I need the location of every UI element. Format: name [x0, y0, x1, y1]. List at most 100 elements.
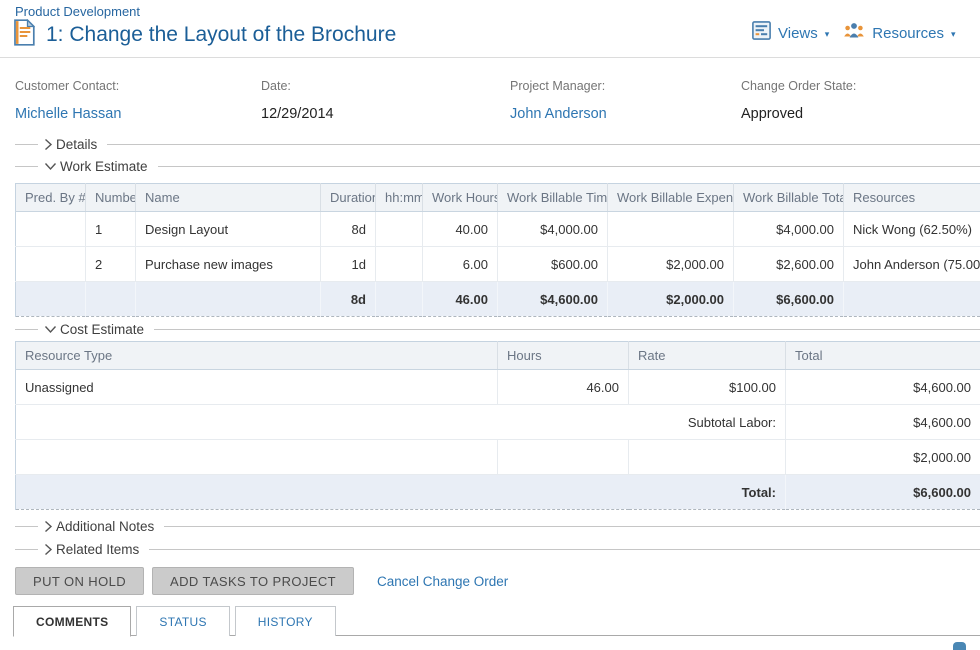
cell-empty — [844, 282, 980, 317]
views-label: Views — [778, 25, 818, 42]
total-work-hours: 46.00 — [423, 282, 498, 317]
cell-rate: $100.00 — [629, 370, 786, 405]
total-billable-time: $4,600.00 — [498, 282, 608, 317]
chevron-right-icon — [44, 520, 53, 533]
cost-total-label: Total: — [16, 475, 786, 510]
project-manager-label: Project Manager: — [510, 79, 607, 93]
col-total: Total — [786, 342, 980, 370]
tab-bar: COMMENTS STATUS HISTORY — [13, 606, 341, 637]
resources-people-icon — [843, 21, 865, 45]
views-dropdown[interactable]: Views ▾ — [752, 21, 829, 45]
cell-hours: 46.00 — [498, 370, 629, 405]
work-table-totals-row: 8d 46.00 $4,600.00 $2,000.00 $6,600.00 — [16, 282, 980, 317]
cell-billable-time: $600.00 — [498, 247, 608, 282]
cell-billable-time: $4,000.00 — [498, 212, 608, 247]
cell-empty — [376, 282, 423, 317]
cost-table-expense-row: $2,000.00 — [16, 440, 980, 475]
tab-comments[interactable]: COMMENTS — [13, 606, 131, 637]
cell-duration: 8d — [321, 212, 376, 247]
put-on-hold-button[interactable]: PUT ON HOLD — [15, 567, 144, 595]
work-table-row[interactable]: 2 Purchase new images 1d 6.00 $600.00 $2… — [16, 247, 980, 282]
page-title: 1: Change the Layout of the Brochure — [46, 23, 396, 47]
title-row: 1: Change the Layout of the Brochure — [13, 19, 396, 51]
subtotal-labor-label: Subtotal Labor: — [16, 405, 786, 440]
subtotal-labor-value: $4,600.00 — [786, 405, 980, 440]
cell-name: Purchase new images — [136, 247, 321, 282]
tab-history[interactable]: HISTORY — [235, 606, 336, 636]
section-work-estimate-label: Work Estimate — [60, 159, 148, 174]
change-order-document-icon — [13, 19, 35, 51]
cost-table-header-row: Resource Type Hours Rate Total — [16, 342, 980, 370]
col-billable-expense: Work Billable Expense — [608, 184, 734, 212]
col-rate: Rate — [629, 342, 786, 370]
cell-hhmm — [376, 247, 423, 282]
cell-number: 2 — [86, 247, 136, 282]
resources-dropdown[interactable]: Resources ▾ — [843, 21, 955, 45]
customer-contact-label: Customer Contact: — [15, 79, 121, 93]
tab-status[interactable]: STATUS — [136, 606, 229, 636]
total-billable-total: $6,600.00 — [734, 282, 844, 317]
header-divider — [0, 57, 980, 58]
change-order-state-label: Change Order State: — [741, 79, 856, 93]
cell-empty — [136, 282, 321, 317]
col-hhmm: hh:mm — [376, 184, 423, 212]
field-project-manager: Project Manager: John Anderson — [510, 79, 607, 122]
field-customer-contact: Customer Contact: Michelle Hassan — [15, 79, 121, 122]
cell-pred-by — [16, 212, 86, 247]
cell-empty — [86, 282, 136, 317]
cell-number: 1 — [86, 212, 136, 247]
col-duration: Duration — [321, 184, 376, 212]
section-additional-notes-label: Additional Notes — [56, 519, 154, 534]
section-cost-estimate-label: Cost Estimate — [60, 322, 144, 337]
views-caret-icon: ▾ — [825, 29, 830, 40]
breadcrumb[interactable]: Product Development — [15, 4, 140, 19]
section-details-label: Details — [56, 137, 97, 152]
cell-work-hours: 6.00 — [423, 247, 498, 282]
col-billable-total: Work Billable Total — [734, 184, 844, 212]
total-billable-expense: $2,000.00 — [608, 282, 734, 317]
customer-contact-link[interactable]: Michelle Hassan — [15, 106, 121, 122]
cell-pred-by — [16, 247, 86, 282]
cell-resources: John Anderson (75.00%) — [844, 247, 980, 282]
field-change-order-state: Change Order State: Approved — [741, 79, 856, 122]
chevron-down-icon — [44, 325, 57, 334]
views-list-icon — [752, 21, 771, 45]
corner-widget-icon[interactable] — [953, 642, 966, 650]
section-related-items-label: Related Items — [56, 542, 139, 557]
section-cost-estimate-toggle[interactable]: Cost Estimate — [0, 321, 980, 337]
cell-billable-total: $2,600.00 — [734, 247, 844, 282]
cost-table-row[interactable]: Unassigned 46.00 $100.00 $4,600.00 — [16, 370, 980, 405]
cell-empty — [498, 440, 629, 475]
chevron-down-icon — [44, 162, 57, 171]
field-date: Date: 12/29/2014 — [261, 79, 334, 122]
cell-empty — [16, 440, 498, 475]
cell-name: Design Layout — [136, 212, 321, 247]
col-name: Name — [136, 184, 321, 212]
cost-table-subtotal-row: Subtotal Labor: $4,600.00 — [16, 405, 980, 440]
cell-resources: Nick Wong (62.50%) — [844, 212, 980, 247]
cell-empty — [629, 440, 786, 475]
col-number: Number — [86, 184, 136, 212]
header-actions: Views ▾ Resources ▾ — [752, 21, 970, 45]
cancel-change-order-link[interactable]: Cancel Change Order — [377, 574, 508, 589]
section-details-toggle[interactable]: Details — [0, 136, 980, 152]
col-billable-time: Work Billable Time — [498, 184, 608, 212]
project-manager-link[interactable]: John Anderson — [510, 106, 607, 122]
total-duration: 8d — [321, 282, 376, 317]
add-tasks-to-project-button[interactable]: ADD TASKS TO PROJECT — [152, 567, 354, 595]
action-bar: PUT ON HOLD ADD TASKS TO PROJECT Cancel … — [15, 567, 508, 595]
cell-duration: 1d — [321, 247, 376, 282]
cost-estimate-table: Resource Type Hours Rate Total Unassigne… — [15, 341, 980, 510]
section-additional-notes-toggle[interactable]: Additional Notes — [0, 518, 980, 534]
work-table-row[interactable]: 1 Design Layout 8d 40.00 $4,000.00 $4,00… — [16, 212, 980, 247]
cell-work-hours: 40.00 — [423, 212, 498, 247]
section-related-items-toggle[interactable]: Related Items — [0, 541, 980, 557]
col-hours: Hours — [498, 342, 629, 370]
section-work-estimate-toggle[interactable]: Work Estimate — [0, 158, 980, 174]
cell-billable-total: $4,000.00 — [734, 212, 844, 247]
cell-resource-type: Unassigned — [16, 370, 498, 405]
col-work-hours: Work Hours — [423, 184, 498, 212]
cell-empty — [16, 282, 86, 317]
cell-billable-expense: $2,000.00 — [608, 247, 734, 282]
expense-value: $2,000.00 — [786, 440, 980, 475]
